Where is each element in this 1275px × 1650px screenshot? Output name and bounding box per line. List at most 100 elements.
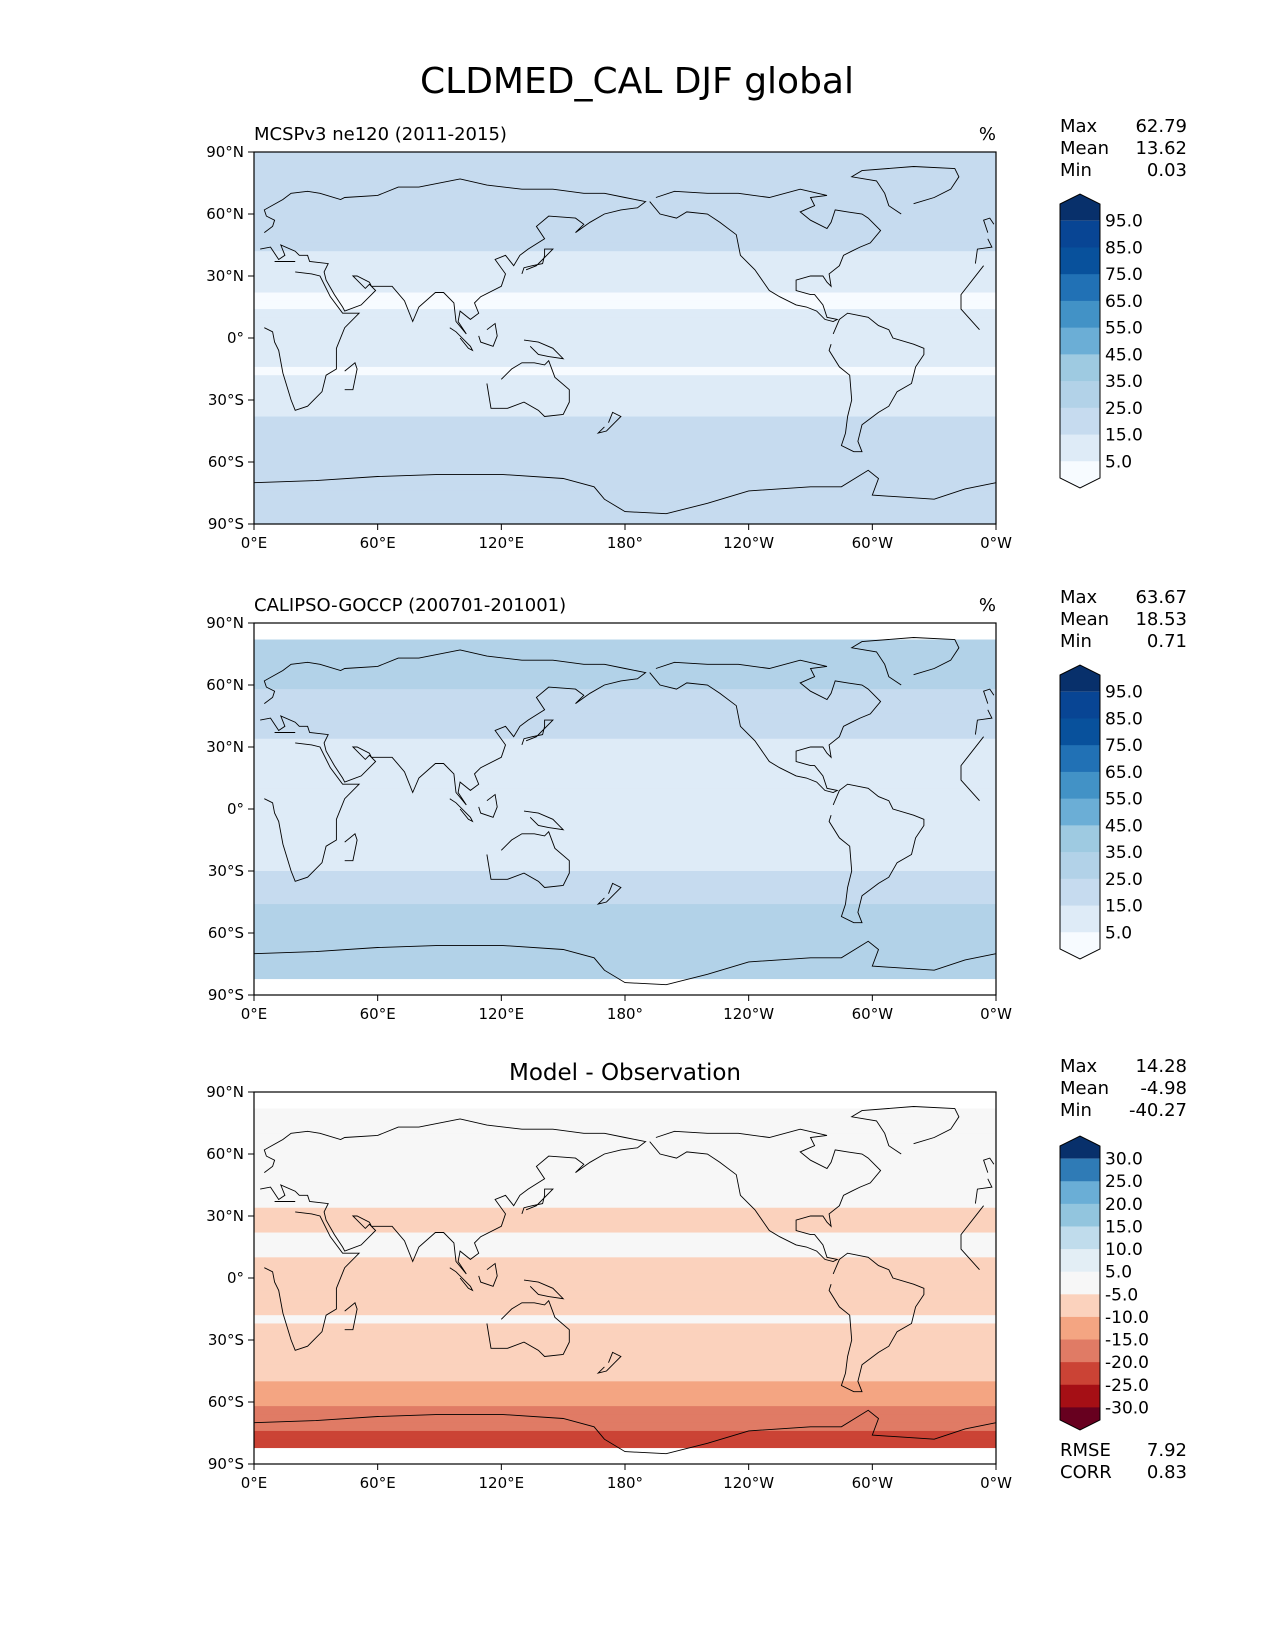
field-band	[254, 689, 996, 698]
colorbar-swatch	[1060, 1203, 1100, 1227]
colorbar-label: 25.0	[1105, 1172, 1143, 1192]
colorbar-extend-bottom	[1060, 461, 1100, 488]
field-band	[254, 300, 996, 310]
colorbar-swatch	[1060, 745, 1100, 773]
field-band	[254, 879, 996, 889]
colorbar-label: 5.0	[1105, 923, 1132, 943]
coastline-path	[486, 830, 570, 888]
map-panel-top: 0°E 60°E 120°E 180° 120°W 60°W 0°W 90°N 60°N 30°N…	[206, 116, 1187, 552]
coastline-path	[264, 1201, 984, 1351]
stat-label: Min	[1060, 1100, 1092, 1121]
field-band	[254, 168, 996, 178]
colorbar-swatch	[1060, 381, 1100, 409]
field-band	[254, 1158, 996, 1167]
colorbar-label: 95.0	[1105, 212, 1143, 232]
y-tick-label: 60°S	[208, 453, 244, 471]
colorbar-label: -15.0	[1105, 1331, 1149, 1351]
x-tick-label: 120°W	[723, 1474, 774, 1492]
colorbar-label: 45.0	[1105, 816, 1143, 836]
colorbar-swatch	[1060, 1158, 1100, 1182]
x-tick-label: 60°W	[852, 1005, 894, 1023]
y-tick-label: 30°S	[208, 1331, 244, 1349]
coastline-path	[449, 1267, 474, 1292]
figure-title: CLDMED_CAL DJF global	[420, 61, 854, 102]
field-band	[254, 813, 996, 822]
field-band	[254, 1108, 996, 1118]
colorbar-swatch	[1060, 354, 1100, 382]
field-band	[254, 1348, 996, 1358]
x-tick-label: 180°	[607, 1474, 643, 1492]
field-band	[254, 1406, 996, 1415]
coastline-path	[253, 940, 997, 986]
colorbar-swatch	[1060, 825, 1100, 853]
field-band	[254, 796, 996, 806]
colorbar-outline	[1059, 193, 1101, 489]
stat-value: 0.03	[1147, 160, 1187, 181]
field-band	[254, 1232, 996, 1242]
coastline-path	[253, 1409, 997, 1455]
stat-value: -40.27	[1129, 1100, 1187, 1121]
field-band	[254, 515, 996, 525]
field-band	[254, 1430, 996, 1440]
field-band	[254, 325, 996, 335]
coastline-path	[596, 1351, 622, 1374]
coastline-path	[596, 411, 622, 434]
coastline-path	[449, 327, 474, 352]
colorbar-label: -10.0	[1105, 1308, 1149, 1328]
field-band	[254, 1282, 996, 1291]
field-band	[254, 1207, 996, 1217]
coastline-path	[649, 1128, 882, 1262]
y-tick-label: 0°	[227, 800, 244, 818]
field-band	[254, 1439, 996, 1449]
field-band	[254, 1422, 996, 1432]
coastline-path	[649, 188, 882, 322]
field-band	[254, 160, 996, 170]
x-tick-label: 180°	[607, 1005, 643, 1023]
stat-value: 18.53	[1135, 609, 1187, 630]
field-band	[254, 862, 996, 872]
field-band	[254, 1381, 996, 1391]
stat-label: Mean	[1060, 138, 1109, 159]
field-band	[254, 1116, 996, 1126]
coastline-path	[344, 833, 358, 862]
colorbar-label: -20.0	[1105, 1353, 1149, 1373]
field-band	[254, 788, 996, 798]
field-band	[254, 242, 996, 252]
field-band	[254, 647, 996, 657]
y-tick-label: 30°N	[206, 1207, 244, 1225]
field-band	[254, 1306, 996, 1316]
colorbar-label: 15.0	[1105, 897, 1143, 917]
colorbar-swatch	[1060, 718, 1100, 746]
x-tick-label: 120°E	[479, 1005, 525, 1023]
y-tick-label: 90°N	[206, 614, 244, 632]
field-band	[254, 920, 996, 930]
map-panel-bottom: 0°E 60°E 120°E 180° 120°W 60°W 0°W 90°N 60°N 30°N…	[206, 1056, 1187, 1492]
stat-label: Min	[1060, 631, 1092, 652]
field-band	[254, 259, 996, 269]
colorbar-swatch	[1060, 905, 1100, 933]
colorbar-swatch	[1060, 1271, 1100, 1295]
coastline-path	[478, 1262, 498, 1287]
coastline-path	[850, 637, 960, 686]
y-tick-label: 60°N	[206, 676, 244, 694]
field-band	[254, 375, 996, 385]
colorbar-extend-top	[1060, 665, 1100, 692]
y-tick-label: 90°S	[208, 1455, 244, 1473]
x-tick-label: 0°E	[241, 534, 268, 552]
colorbar-label: 65.0	[1105, 763, 1143, 783]
field-band	[254, 705, 996, 715]
field-band	[254, 276, 996, 285]
field-band	[254, 457, 996, 467]
coastlines	[253, 1106, 997, 1455]
coastline-path	[983, 217, 995, 233]
x-tick-label: 0°E	[241, 1005, 268, 1023]
colorbar-outline	[1059, 1135, 1101, 1431]
field-band	[254, 251, 996, 261]
field-band	[254, 771, 996, 781]
colorbar-label: 35.0	[1105, 843, 1143, 863]
field-band	[254, 1356, 996, 1366]
field-band	[254, 871, 996, 880]
field-band	[254, 1298, 996, 1308]
x-tick-label: 60°E	[360, 534, 396, 552]
